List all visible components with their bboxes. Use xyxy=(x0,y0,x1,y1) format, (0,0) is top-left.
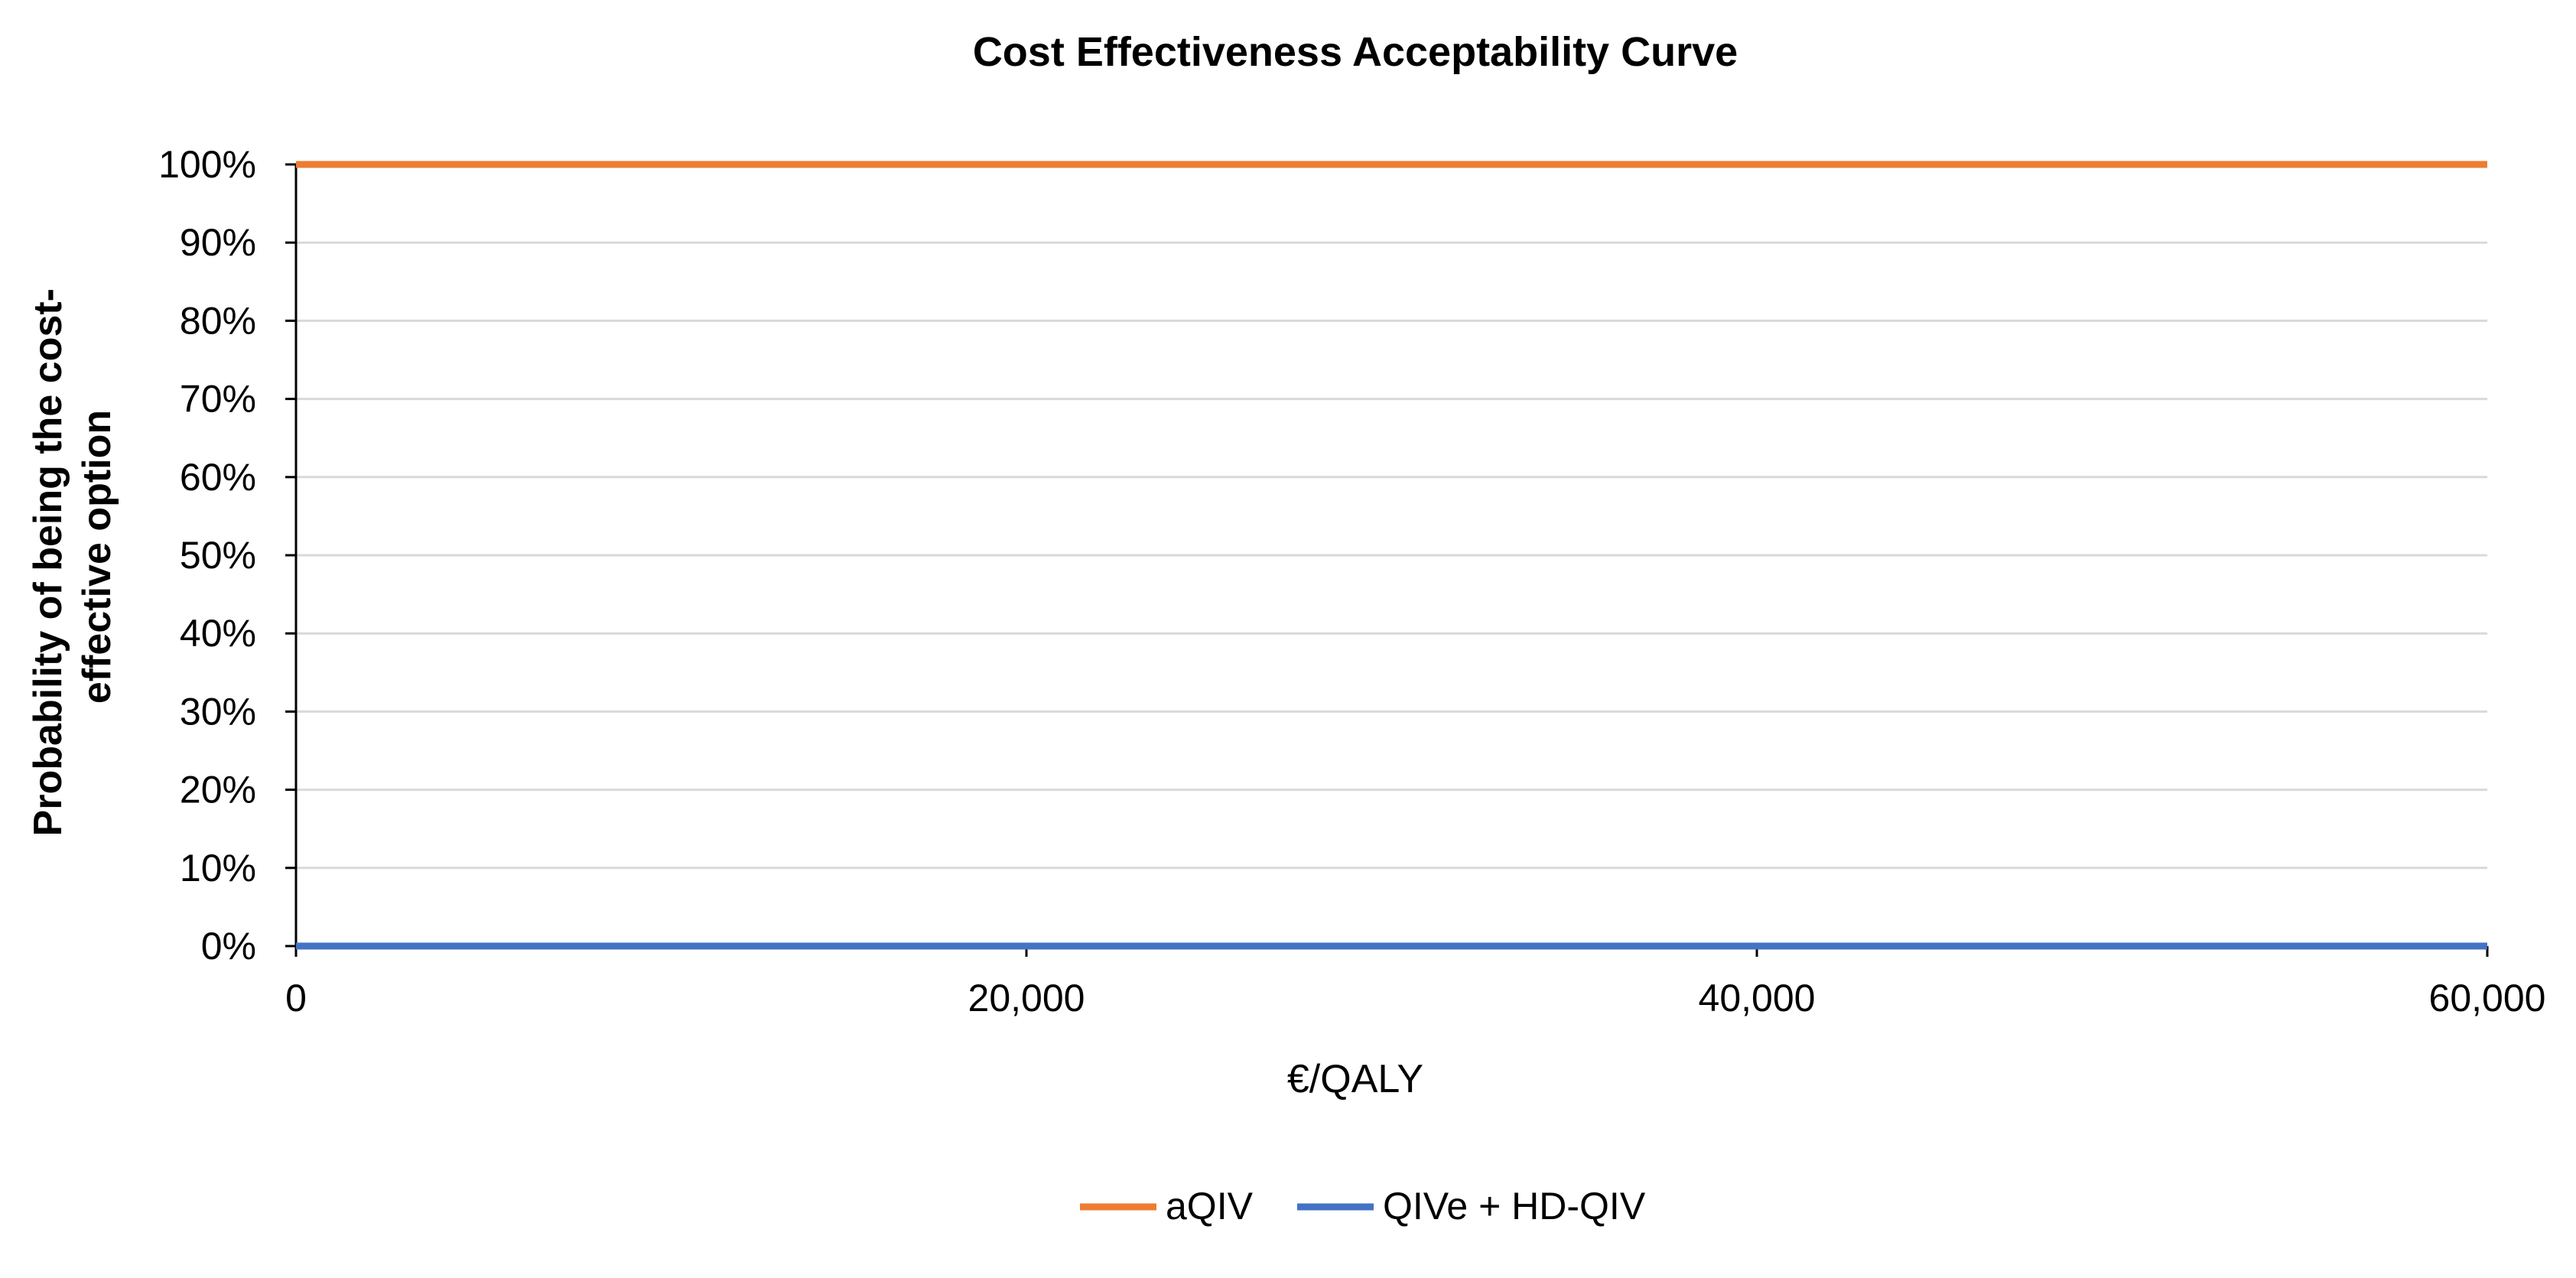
x-tick-labels: 0 20,000 40,000 60,000 xyxy=(285,977,2545,1019)
y-axis-label-line-2: effective option xyxy=(75,410,119,704)
legend: aQIV QIVe + HD-QIV xyxy=(1080,1185,1646,1228)
y-tick-label: 60% xyxy=(180,456,256,499)
x-tick-label: 20,000 xyxy=(968,977,1085,1019)
y-tick-label: 100% xyxy=(158,143,256,186)
x-tick-label: 60,000 xyxy=(2429,977,2546,1019)
x-tick-label: 0 xyxy=(285,977,307,1019)
y-axis-label-line-1: Probability of being the cost- xyxy=(26,288,70,836)
y-axis-label: Probability of being the cost- effective… xyxy=(26,278,119,837)
y-tick-label: 10% xyxy=(180,847,256,889)
legend-label: QIVe + HD-QIV xyxy=(1383,1185,1646,1228)
axes xyxy=(285,163,2489,957)
y-tick-labels: 0% 10% 20% 30% 40% 50% 60% 70% 80% 90% 100% xyxy=(158,143,256,967)
legend-label: aQIV xyxy=(1166,1185,1254,1228)
y-tick-label: 20% xyxy=(180,769,256,811)
y-tick-label: 50% xyxy=(180,534,256,577)
y-tick-label: 0% xyxy=(201,925,256,967)
y-tick-label: 30% xyxy=(180,690,256,733)
y-tick-label: 80% xyxy=(180,299,256,342)
chart-title: Cost Effectiveness Acceptability Curve xyxy=(973,29,1738,75)
y-tick-label: 90% xyxy=(180,221,256,264)
y-tick-label: 70% xyxy=(180,378,256,421)
x-tick-label: 40,000 xyxy=(1699,977,1816,1019)
grid-lines xyxy=(296,163,2487,870)
x-axis-label: €/QALY xyxy=(1287,1057,1423,1101)
y-tick-label: 40% xyxy=(180,612,256,655)
series-lines xyxy=(296,161,2487,950)
